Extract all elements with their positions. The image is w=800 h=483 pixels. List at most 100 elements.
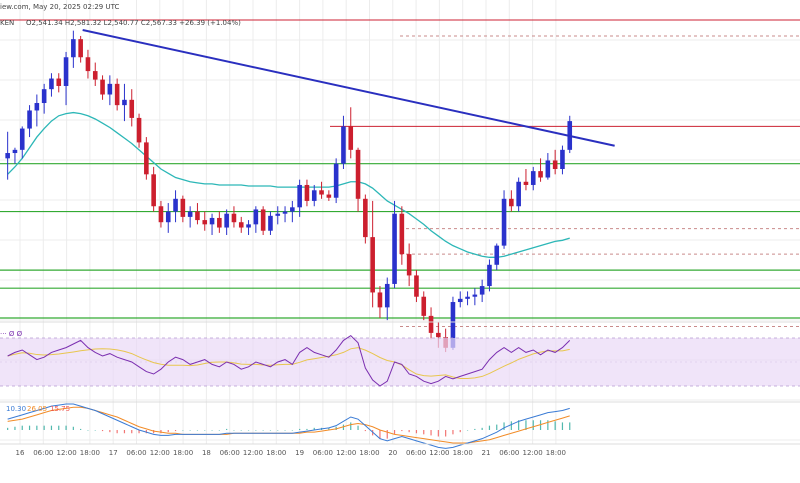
candle-body	[333, 163, 339, 198]
macd-histogram-bar	[14, 426, 16, 430]
macd-histogram-bar	[328, 427, 330, 430]
macd-histogram-bar	[466, 430, 469, 431]
macd-histogram-bar	[488, 425, 491, 430]
candle-body	[530, 171, 536, 185]
candle-body	[180, 198, 186, 217]
candle-body	[231, 213, 237, 223]
rsi-values: ··· Ø Ø	[0, 330, 23, 338]
macd-histogram-bar	[233, 430, 235, 431]
x-tick-label: 12:00	[150, 449, 170, 457]
macd-histogram-bar	[204, 430, 206, 431]
macd-histogram-bar	[423, 430, 425, 435]
macd-histogram-bar	[21, 425, 23, 430]
candle-body	[297, 184, 302, 208]
macd-histogram-bar	[291, 430, 293, 431]
candle-body	[49, 78, 54, 90]
macd-histogram-bar	[36, 425, 38, 430]
macd-histogram-bar	[408, 430, 410, 433]
candle-body	[311, 190, 317, 201]
macd-histogram-bar	[7, 427, 9, 430]
macd-histogram-bar	[503, 422, 505, 430]
macd-histogram-bar	[167, 430, 169, 433]
candle-body	[494, 245, 500, 265]
candle-body	[377, 292, 383, 308]
x-tick-label: 12:00	[523, 449, 543, 457]
candle-body	[78, 39, 83, 58]
macd-histogram-bar	[101, 430, 104, 432]
macd-histogram-bar	[284, 430, 286, 431]
x-tick-label: 20	[388, 449, 397, 457]
candle-body	[538, 171, 543, 178]
macd-histogram-bar	[28, 425, 31, 430]
candle-body	[63, 57, 69, 86]
candle-body	[384, 283, 390, 308]
candle-body	[275, 213, 281, 216]
macd-histogram-bar	[554, 421, 556, 430]
candle-body	[341, 126, 346, 164]
x-tick-label: 06:00	[126, 449, 146, 457]
macd-histogram-bar	[510, 421, 512, 430]
candle-body	[92, 71, 98, 80]
candle-body	[450, 302, 456, 348]
macd-histogram-bar	[357, 425, 359, 430]
candle-body	[85, 57, 91, 72]
candle-body	[472, 294, 478, 297]
macd-histogram-bar	[109, 430, 111, 433]
bearish-trendline	[82, 29, 615, 147]
macd-histogram-bar	[335, 426, 337, 430]
macd-histogram-bar	[65, 425, 67, 430]
macd-histogram-bar	[94, 430, 96, 431]
macd-histogram-bar	[153, 430, 155, 434]
x-tick-label: 18:00	[80, 449, 100, 457]
macd-histogram-bar	[350, 422, 352, 430]
macd-histogram-bar	[379, 430, 381, 439]
macd-histogram-bar	[547, 420, 549, 430]
macd-histogram-bar	[43, 425, 45, 430]
macd-histogram-bar	[138, 430, 140, 434]
x-tick-label: 06:00	[220, 449, 240, 457]
candle-body	[195, 211, 200, 221]
candle-body	[501, 198, 507, 246]
macd-histogram-bar	[445, 430, 447, 437]
moving-average-line	[7, 111, 570, 258]
candle-body	[406, 254, 412, 276]
macd-histogram-bar	[123, 430, 126, 434]
x-tick-label: 19	[295, 449, 304, 457]
x-tick-label: 17	[109, 449, 118, 457]
macd-histogram-bar	[160, 430, 162, 434]
macd-histogram-bar	[437, 430, 439, 437]
macd-value: 10.30	[6, 405, 27, 413]
candle-body	[348, 126, 354, 150]
candle-body	[253, 209, 259, 225]
x-tick-label: 21	[482, 449, 491, 457]
candle-body	[516, 181, 521, 207]
candle-body	[355, 149, 361, 199]
candle-body	[173, 198, 178, 212]
candle-body	[545, 160, 551, 178]
candle-body	[326, 194, 332, 198]
macd-histogram-bar	[459, 430, 461, 433]
macd-histogram-bar	[72, 426, 74, 430]
macd-histogram-bar	[452, 430, 454, 435]
candle-body	[12, 149, 18, 154]
candle-body	[465, 296, 470, 299]
candle-body	[56, 78, 62, 86]
candle-body	[436, 332, 441, 338]
candle-body	[399, 213, 405, 255]
candle-body	[457, 298, 463, 303]
candle-body	[268, 215, 273, 231]
x-tick-label: 12:00	[429, 449, 449, 457]
macd-histogram-bar	[269, 430, 272, 431]
macd-histogram-bar	[569, 422, 571, 430]
candle-body	[158, 206, 164, 223]
candle-body	[392, 213, 397, 284]
macd-histogram-bar	[80, 428, 82, 430]
macd-histogram-bar	[58, 425, 60, 430]
candle-body	[487, 264, 492, 287]
macd-histogram-bar	[189, 430, 191, 431]
candle-body	[151, 174, 156, 207]
macd-histogram-bar	[211, 430, 213, 431]
candle-body	[144, 142, 149, 175]
x-tick-label: 18:00	[453, 449, 473, 457]
